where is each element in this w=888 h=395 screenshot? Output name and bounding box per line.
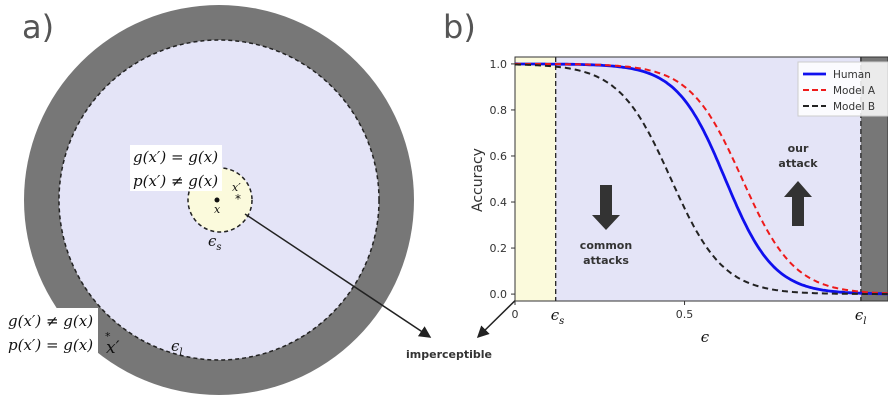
y-tick-label: 0.0: [490, 288, 508, 301]
x-label: x: [214, 203, 221, 216]
y-tick-label: 0.4: [490, 196, 508, 209]
outer-equation-2: p(x′) = g(x): [8, 336, 93, 354]
legend-label: Human: [833, 69, 871, 81]
x-tick-eps-l: ϵl: [855, 306, 867, 327]
legend-label: Model B: [833, 101, 875, 113]
y-tick-label: 0.6: [490, 150, 508, 163]
inner-equation-2: p(x′) ≠ g(x): [133, 172, 218, 190]
common-attacks-label-1: common: [580, 239, 632, 252]
perturbation-diagram: g(x′) = g(x) p(x′) ≠ g(x) x x′ * ϵs g(x′…: [5, 5, 414, 395]
inner-equation-box: [130, 145, 222, 191]
eps-s-label: ϵs: [208, 232, 222, 253]
outer-equation-1: g(x′) ≠ g(x): [8, 312, 93, 330]
y-axis-label: Accuracy: [470, 148, 486, 212]
panel-b-label: b): [443, 8, 476, 46]
imperceptible-arrow-left: [244, 213, 432, 338]
our-attack-label-2: attack: [778, 157, 818, 170]
series-line-model-a: [515, 62, 888, 295]
eps-l-label: ϵl: [171, 337, 183, 358]
x-axis-label: ϵ: [701, 328, 710, 346]
accuracy-chart: 0.0 0.2 0.4 0.6 0.8 1.0 0 0.5 ϵs ϵl ϵ Accuracy Human…: [470, 56, 888, 346]
x-prime-label: x′: [232, 181, 241, 194]
y-tick-label: 0.8: [490, 104, 508, 117]
our-attack-label-1: our: [788, 142, 809, 155]
outer-x-prime-marker: *: [105, 330, 111, 343]
panel-a-label: a): [22, 8, 54, 46]
x-tick-label: 0: [512, 308, 519, 321]
outer-equation-box: [5, 308, 98, 356]
legend-label: Model A: [833, 85, 876, 97]
up-arrow-icon: [784, 181, 812, 226]
series-line-model-b: [515, 63, 888, 295]
plot-frame: [514, 56, 888, 302]
down-arrow-icon: [592, 185, 620, 230]
common-attacks-label-2: attacks: [583, 254, 629, 267]
shade-small-eps: [515, 57, 556, 301]
x-point: [214, 197, 220, 203]
inner-equation-1: g(x′) = g(x): [133, 148, 218, 166]
imperceptible-label: imperceptible: [406, 348, 492, 361]
x-prime-marker: *: [235, 192, 241, 206]
y-tick-label: 0.2: [490, 242, 508, 255]
x-tick-eps-s: ϵs: [551, 306, 565, 327]
outer-x-prime-label: x′: [106, 338, 120, 358]
y-tick-label: 1.0: [490, 58, 508, 71]
x-tick-label: 0.5: [676, 308, 694, 321]
